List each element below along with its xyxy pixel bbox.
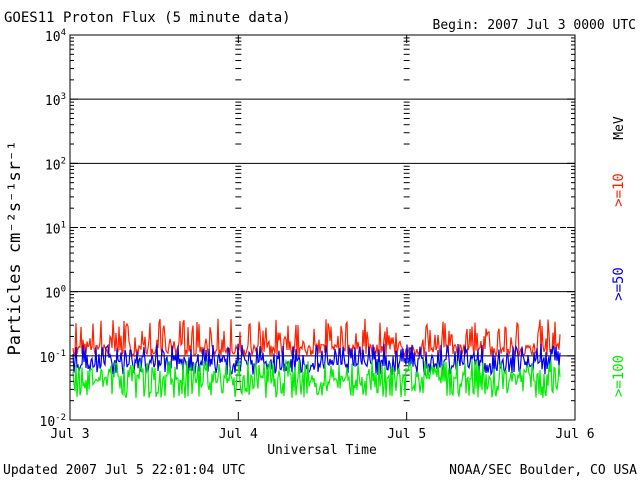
- x-tick-label: Jul 6: [555, 427, 594, 442]
- x-tick-labels: Jul 3 Jul 4 Jul 5 Jul 6: [50, 427, 594, 442]
- y-tick-label: 103: [45, 92, 66, 109]
- legend: MeV >=10 >=50 >=100: [611, 116, 627, 397]
- x-tick-label: Jul 3: [50, 427, 89, 442]
- y-tick-label: 102: [45, 156, 66, 173]
- y-axis-label: Particles cm⁻²s⁻¹sr⁻¹: [5, 141, 25, 356]
- source-credit: NOAA/SEC Boulder, CO USA: [449, 463, 637, 478]
- legend-label-ge10: >=10: [611, 173, 627, 207]
- y-tick-label: 10-2: [40, 413, 67, 430]
- legend-label-ge50: >=50: [611, 267, 627, 301]
- x-tick-label: Jul 5: [387, 427, 426, 442]
- axis-layer: [69, 34, 576, 421]
- x-axis-label: Universal Time: [267, 443, 377, 458]
- series-line-ge10: [72, 318, 561, 358]
- chart-title: GOES11 Proton Flux (5 minute data): [4, 10, 291, 26]
- y-tick-label: 100: [45, 285, 66, 302]
- updated-timestamp: Updated 2007 Jul 5 22:01:04 UTC: [3, 463, 246, 478]
- legend-unit-label: MeV: [612, 116, 627, 140]
- series-layer: [72, 318, 561, 399]
- begin-time-label: Begin: 2007 Jul 3 0000 UTC: [433, 18, 637, 33]
- y-tick-label: 104: [45, 28, 66, 45]
- y-tick-labels: 104 103 102 101 100 10-1 10-2: [40, 28, 67, 430]
- y-tick-label: 101: [45, 221, 66, 238]
- x-tick-label: Jul 4: [219, 427, 258, 442]
- legend-label-ge100: >=100: [611, 355, 627, 397]
- y-tick-label: 10-1: [40, 349, 67, 366]
- series-line-ge100: [72, 358, 561, 399]
